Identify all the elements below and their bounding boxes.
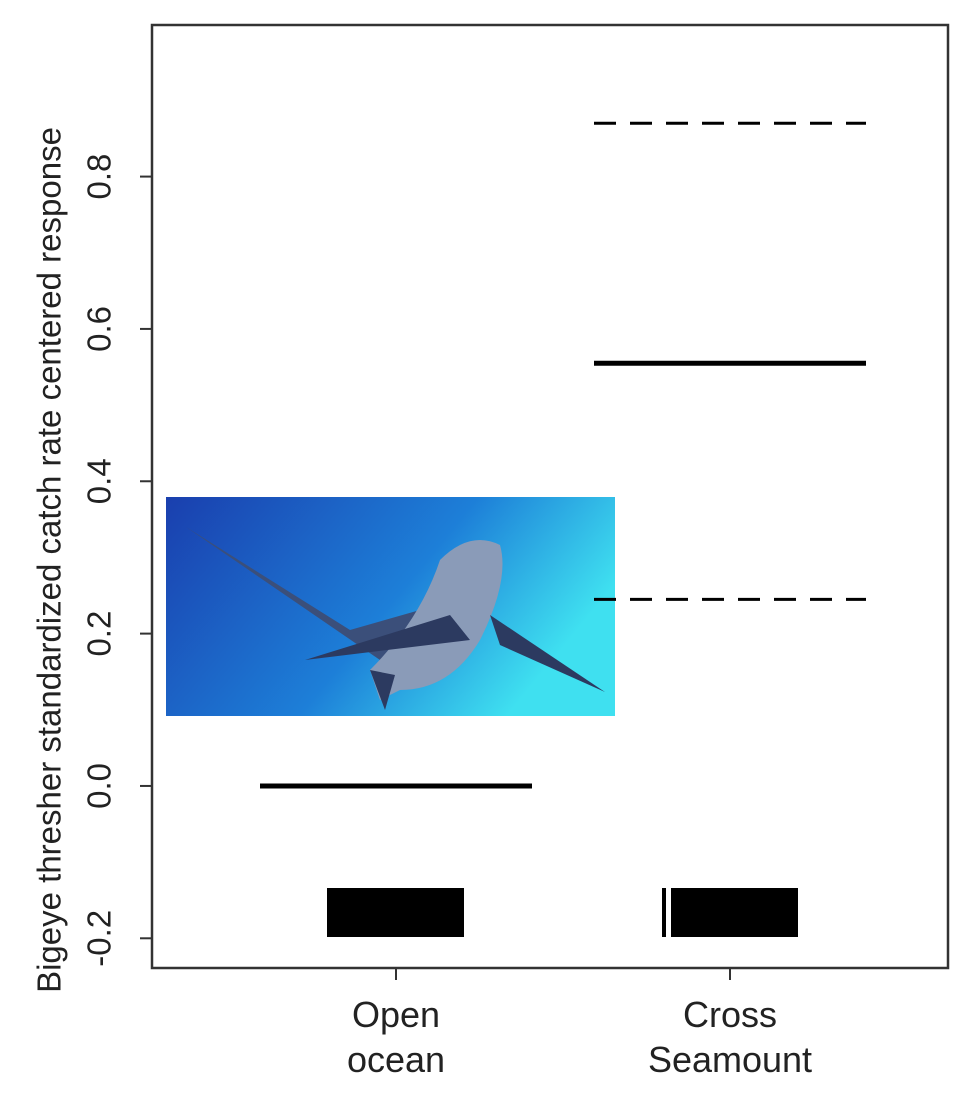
y-tick-label: 0.6 <box>81 306 118 352</box>
rug <box>662 888 666 937</box>
y-tick-label: 0.2 <box>81 611 118 657</box>
shark-photo <box>166 497 615 716</box>
y-tick-label: 0.8 <box>81 154 118 200</box>
y-tick-label: 0.4 <box>81 458 118 504</box>
rug <box>327 888 464 937</box>
y-tick-label: 0.0 <box>81 763 118 809</box>
rug <box>671 888 798 937</box>
y-tick-label: -0.2 <box>81 910 118 967</box>
y-axis-label: Bigeye thresher standardized catch rate … <box>31 127 68 993</box>
chart: Bigeye thresher standardized catch rate … <box>0 0 955 1118</box>
plot-frame <box>152 25 948 968</box>
